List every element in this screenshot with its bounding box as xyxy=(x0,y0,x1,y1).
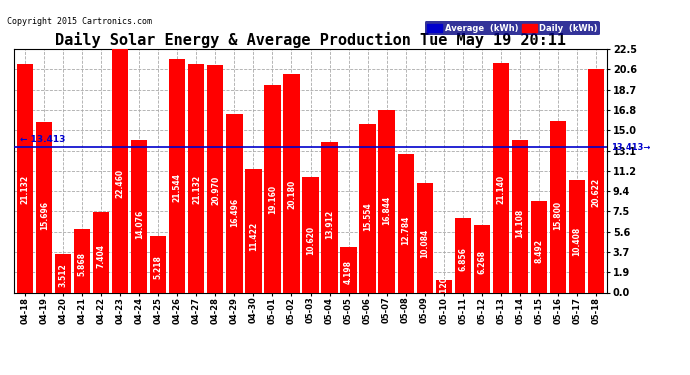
Text: 20.970: 20.970 xyxy=(211,176,220,205)
Text: 16.496: 16.496 xyxy=(230,198,239,226)
Text: 7.404: 7.404 xyxy=(97,244,106,268)
Text: 20.180: 20.180 xyxy=(287,180,296,209)
Bar xyxy=(435,280,452,292)
Text: Copyright 2015 Cartronics.com: Copyright 2015 Cartronics.com xyxy=(7,17,152,26)
Bar xyxy=(112,49,128,292)
Text: 11.422: 11.422 xyxy=(249,222,258,251)
Bar xyxy=(417,183,433,292)
Text: 13.912: 13.912 xyxy=(325,210,334,239)
Bar xyxy=(169,59,186,292)
Bar xyxy=(131,140,148,292)
Text: 6.268: 6.268 xyxy=(477,250,486,274)
Text: 21.544: 21.544 xyxy=(173,173,182,202)
Bar xyxy=(379,110,395,292)
Bar xyxy=(75,229,90,292)
Bar xyxy=(397,154,414,292)
Bar xyxy=(473,225,490,292)
Bar xyxy=(264,85,281,292)
Text: 10.408: 10.408 xyxy=(572,227,581,256)
Text: 14.108: 14.108 xyxy=(515,209,524,238)
Text: 22.460: 22.460 xyxy=(116,168,125,198)
Bar xyxy=(150,236,166,292)
Title: Daily Solar Energy & Average Production Tue May 19 20:11: Daily Solar Energy & Average Production … xyxy=(55,32,566,48)
Bar xyxy=(511,140,528,292)
Text: 5.218: 5.218 xyxy=(154,255,163,279)
Text: 15.696: 15.696 xyxy=(40,201,49,231)
Text: 15.800: 15.800 xyxy=(553,201,562,230)
Text: 19.160: 19.160 xyxy=(268,184,277,214)
Bar xyxy=(17,64,33,292)
Text: 10.084: 10.084 xyxy=(420,229,429,258)
Bar xyxy=(36,123,52,292)
Bar xyxy=(550,122,566,292)
Bar xyxy=(588,69,604,292)
Text: 4.198: 4.198 xyxy=(344,260,353,284)
Text: 14.076: 14.076 xyxy=(135,209,144,238)
Bar xyxy=(246,169,262,292)
Bar xyxy=(284,74,299,292)
Bar xyxy=(340,247,357,292)
Text: 21.140: 21.140 xyxy=(496,175,505,204)
Bar xyxy=(569,180,585,292)
Text: 12.784: 12.784 xyxy=(401,216,410,245)
Bar xyxy=(531,201,546,292)
Bar xyxy=(322,142,337,292)
Bar xyxy=(493,63,509,292)
Text: 10.620: 10.620 xyxy=(306,226,315,255)
Text: 6.856: 6.856 xyxy=(458,247,467,271)
Bar xyxy=(93,212,110,292)
Bar xyxy=(55,255,71,292)
Text: 8.492: 8.492 xyxy=(534,239,543,263)
Text: 16.844: 16.844 xyxy=(382,196,391,225)
Text: 3.512: 3.512 xyxy=(59,264,68,287)
Bar xyxy=(188,64,204,292)
Text: 1.120: 1.120 xyxy=(439,276,448,300)
Text: ← 13.413: ← 13.413 xyxy=(19,135,65,144)
Bar xyxy=(226,114,242,292)
Bar xyxy=(359,124,375,292)
Text: 20.622: 20.622 xyxy=(591,177,600,207)
Bar xyxy=(302,177,319,292)
Text: 21.132: 21.132 xyxy=(192,175,201,204)
Legend: Average  (kWh), Daily  (kWh): Average (kWh), Daily (kWh) xyxy=(425,21,600,35)
Text: 15.554: 15.554 xyxy=(363,202,372,231)
Text: 13.413→: 13.413→ xyxy=(611,143,651,152)
Text: 21.132: 21.132 xyxy=(21,175,30,204)
Text: 5.868: 5.868 xyxy=(78,252,87,276)
Bar xyxy=(207,65,224,292)
Bar xyxy=(455,218,471,292)
